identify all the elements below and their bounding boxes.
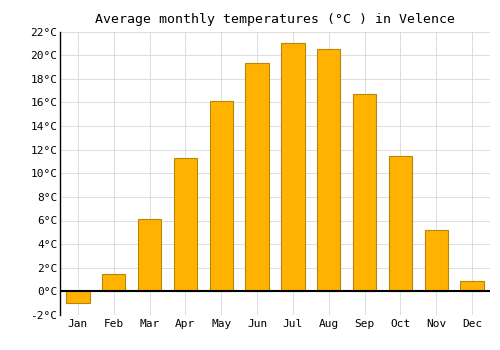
Bar [282,43,304,291]
Bar [102,274,126,291]
Bar [389,155,412,291]
Bar [210,101,233,291]
Bar [460,281,483,291]
Bar [353,94,376,291]
Title: Average monthly temperatures (°C ) in Velence: Average monthly temperatures (°C ) in Ve… [95,13,455,26]
Bar [424,230,448,291]
Bar [138,219,161,291]
Bar [174,158,197,291]
Bar [66,291,90,303]
Bar [317,49,340,291]
Bar [246,63,268,291]
